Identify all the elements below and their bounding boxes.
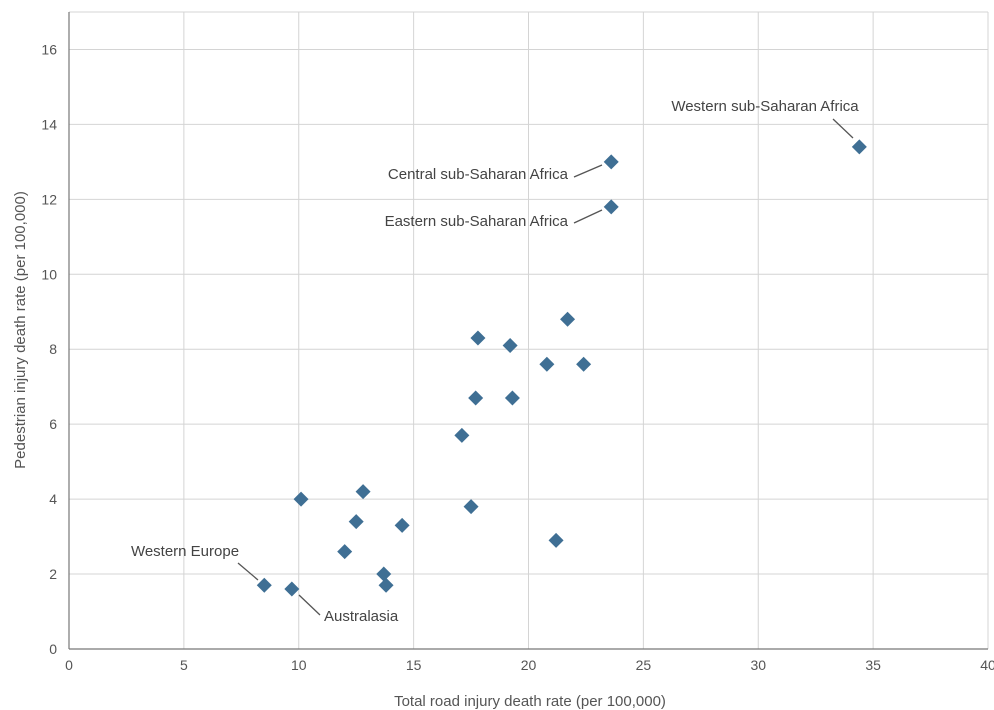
data-points <box>256 139 867 597</box>
y-tick-label: 2 <box>49 566 57 582</box>
x-tick-label: 40 <box>980 657 994 673</box>
point-annotation-label: Central sub-Saharan Africa <box>388 166 569 183</box>
data-point <box>576 356 592 372</box>
data-point <box>851 139 867 155</box>
point-annotation-label: Eastern sub-Saharan Africa <box>385 213 569 230</box>
point-annotation-label: Australasia <box>324 608 399 625</box>
x-tick-label: 15 <box>406 657 422 673</box>
y-tick-label: 8 <box>49 341 57 357</box>
data-point <box>337 544 353 560</box>
y-axis-title: Pedestrian injury death rate (per 100,00… <box>12 191 29 469</box>
y-tick-label: 4 <box>49 491 57 507</box>
data-point <box>348 514 364 530</box>
data-point <box>560 311 576 327</box>
data-point <box>603 154 619 170</box>
data-point <box>355 484 371 500</box>
data-point <box>376 566 392 582</box>
annotation-leader-line <box>298 594 321 616</box>
data-point <box>454 427 470 443</box>
data-point <box>504 390 520 406</box>
annotation-leaders <box>237 118 854 616</box>
data-point <box>468 390 484 406</box>
annotation-leader-line <box>237 562 259 581</box>
x-tick-label: 10 <box>291 657 307 673</box>
x-axis-title: Total road injury death rate (per 100,00… <box>394 693 666 710</box>
data-point <box>378 577 394 593</box>
data-point <box>539 356 555 372</box>
x-tick-label: 35 <box>865 657 881 673</box>
y-tick-label: 0 <box>49 641 57 657</box>
y-tick-label: 14 <box>41 116 57 132</box>
x-tick-label: 0 <box>65 657 73 673</box>
x-tick-label: 5 <box>180 657 188 673</box>
tick-labels: 0 5 10 15 20 25 30 35 40 0 2 4 6 8 10 12 14 16 <box>41 41 994 673</box>
x-tick-label: 25 <box>636 657 652 673</box>
point-annotation-label: Western sub-Saharan Africa <box>671 98 859 115</box>
data-point <box>293 491 309 507</box>
grid-layer <box>69 11 989 649</box>
point-annotation-label: Western Europe <box>131 543 239 560</box>
data-point <box>502 337 518 353</box>
point-annotations: Western Europe Australasia Central sub-Sah… <box>131 98 859 625</box>
data-point <box>470 330 486 346</box>
y-tick-label: 16 <box>41 41 57 57</box>
x-tick-label: 30 <box>750 657 766 673</box>
x-tick-label: 20 <box>521 657 537 673</box>
annotation-leader-line <box>573 209 603 224</box>
data-point <box>394 517 410 533</box>
annotation-leader-line <box>573 164 603 178</box>
annotation-leader-line <box>832 118 854 139</box>
y-tick-label: 10 <box>41 266 57 282</box>
y-tick-label: 12 <box>41 191 57 207</box>
data-point <box>256 577 272 593</box>
y-tick-label: 6 <box>49 416 57 432</box>
data-point <box>548 532 564 548</box>
data-point <box>603 199 619 215</box>
data-point <box>284 581 300 597</box>
data-point <box>463 499 479 515</box>
